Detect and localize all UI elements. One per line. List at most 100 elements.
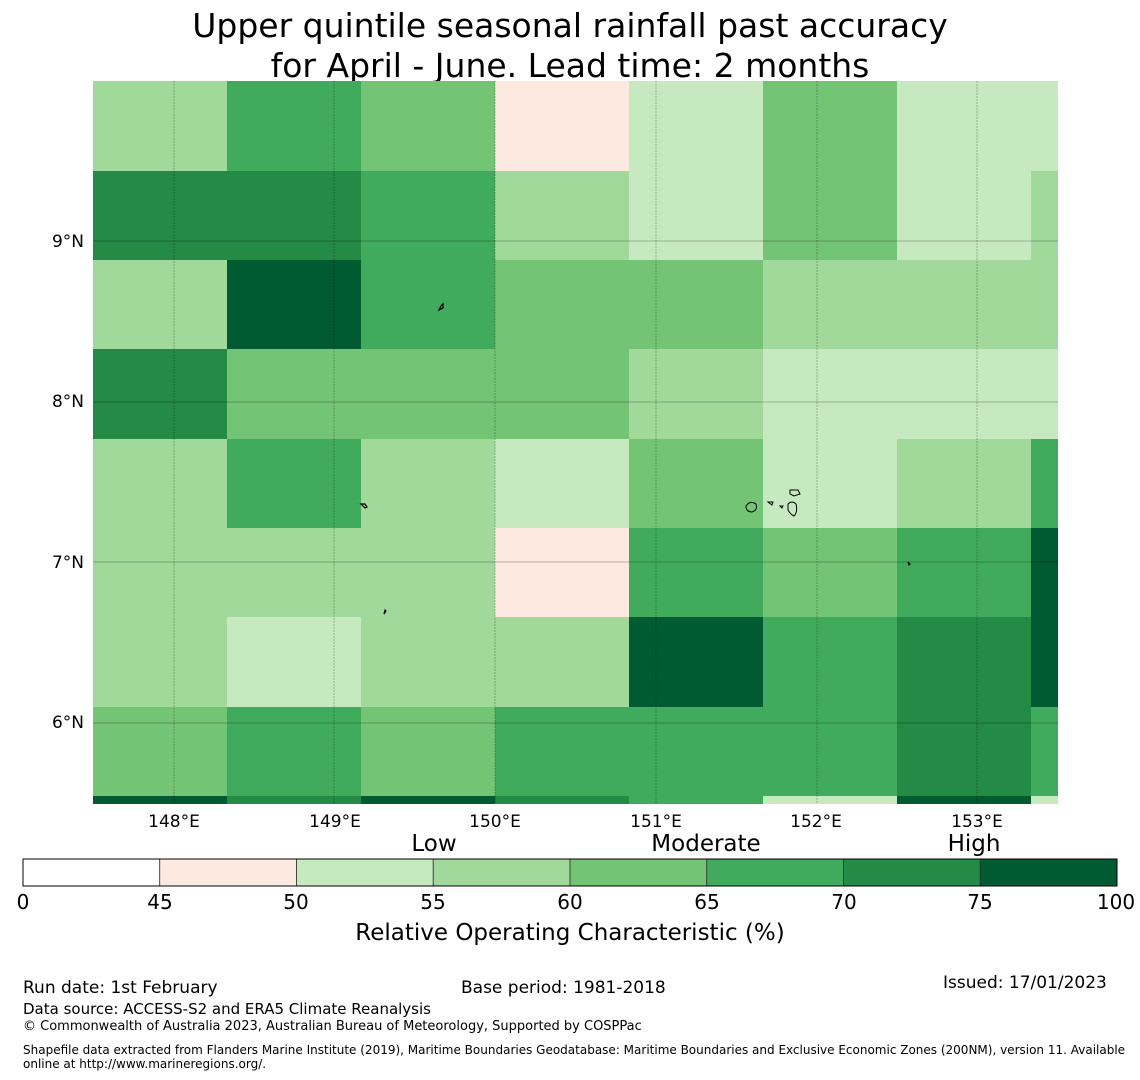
grid-cell xyxy=(1031,707,1058,796)
grid-cell xyxy=(763,617,897,707)
grid-cell xyxy=(897,349,1031,439)
grid-cell xyxy=(897,528,1031,617)
lon-label-153e: 153°E xyxy=(951,812,1003,832)
grid-cell xyxy=(1031,439,1058,528)
grid-cell xyxy=(897,260,1031,349)
colorbar-tick: 70 xyxy=(831,890,857,914)
grid-cell xyxy=(227,171,361,260)
lon-label-148e: 148°E xyxy=(148,812,200,832)
grid-cell xyxy=(763,260,897,349)
grid-cell xyxy=(629,796,763,804)
grid-cell xyxy=(227,81,361,171)
colorbar-tick: 55 xyxy=(420,890,446,914)
grid-cell xyxy=(495,796,629,804)
lat-label-8n: 8°N xyxy=(51,392,84,412)
grid-cell xyxy=(1031,260,1058,349)
grid-cell xyxy=(495,349,629,439)
map-title: Upper quintile seasonal rainfall past ac… xyxy=(0,6,1140,86)
category-moderate: Moderate xyxy=(651,831,761,857)
grid-cell xyxy=(361,707,495,796)
grid-cell xyxy=(763,81,897,171)
grid-cell xyxy=(1031,349,1058,439)
grid-cell xyxy=(361,260,495,349)
grid-cell xyxy=(361,796,495,804)
island-outlines xyxy=(359,302,911,615)
grid-cell xyxy=(93,260,227,349)
grid-cell xyxy=(361,349,495,439)
grid-cell xyxy=(897,707,1031,796)
colorbar-segment xyxy=(432,858,571,887)
grid-cell xyxy=(495,439,629,528)
grid-cell xyxy=(1031,528,1058,617)
run-date: Run date: 1st February xyxy=(23,978,218,998)
grid-cell xyxy=(361,439,495,528)
grid-cell xyxy=(897,171,1031,260)
grid-cell xyxy=(93,617,227,707)
grid-cell xyxy=(93,349,227,439)
colorbar-segment xyxy=(22,858,161,887)
grid-cell xyxy=(361,528,495,617)
grid-cell xyxy=(227,617,361,707)
colorbar-tick: 60 xyxy=(557,890,583,914)
grid-cell xyxy=(897,81,1031,171)
grid-cell xyxy=(227,528,361,617)
grid-cell xyxy=(629,171,763,260)
grid-cell xyxy=(629,260,763,349)
colorbar-segment xyxy=(843,858,981,887)
colorbar xyxy=(22,858,1118,887)
island-outline xyxy=(766,501,774,506)
colorbar-segment xyxy=(979,858,1118,887)
lon-label-151e: 151°E xyxy=(630,812,682,832)
island-outline xyxy=(907,561,911,567)
grid-cell xyxy=(1031,81,1058,171)
issued-date: Issued: 17/01/2023 xyxy=(943,973,1107,993)
grid-cell xyxy=(495,171,629,260)
grid-cell xyxy=(629,617,763,707)
grid-cell xyxy=(227,796,361,804)
graticule-lines xyxy=(93,81,1058,804)
grid-cell xyxy=(629,349,763,439)
title-line-1: Upper quintile seasonal rainfall past ac… xyxy=(192,6,948,45)
grid-cell xyxy=(361,171,495,260)
colorbar-tick: 45 xyxy=(147,890,173,914)
colorbar-tick: 0 xyxy=(16,890,30,914)
island-outline xyxy=(383,608,387,615)
grid-cell xyxy=(763,707,897,796)
category-high: High xyxy=(947,831,1001,857)
colorbar-tick: 100 xyxy=(1096,890,1136,914)
grid-cell xyxy=(763,796,897,804)
island-outline xyxy=(787,501,798,517)
grid-cell xyxy=(361,617,495,707)
colorbar-segment xyxy=(706,858,844,887)
grid-cell xyxy=(629,528,763,617)
grid-cell xyxy=(763,171,897,260)
grid-cell xyxy=(227,260,361,349)
lon-label-149e: 149°E xyxy=(309,812,361,832)
island-outline xyxy=(359,503,368,509)
island-outline xyxy=(789,489,801,497)
copyright: © Commonwealth of Australia 2023, Austra… xyxy=(23,1019,642,1034)
base-period: Base period: 1981-2018 xyxy=(461,978,666,998)
grid-cell xyxy=(1031,617,1058,707)
roc-grid-cells xyxy=(93,81,1058,804)
grid-cell xyxy=(629,81,763,171)
colorbar-segment xyxy=(569,858,708,887)
grid-cell xyxy=(495,260,629,349)
grid-cell xyxy=(495,81,629,171)
colorbar-tick: 50 xyxy=(283,890,309,914)
colorbar-tick: 65 xyxy=(694,890,720,914)
shapefile-credit-line-2: online at http://www.marineregions.org/. xyxy=(23,1057,267,1071)
lat-label-9n: 9°N xyxy=(51,232,84,252)
grid-cell xyxy=(93,81,227,171)
shapefile-credit-line-1: Shapefile data extracted from Flanders M… xyxy=(23,1043,1126,1057)
island-outline xyxy=(437,302,444,312)
lon-label-150e: 150°E xyxy=(469,812,521,832)
grid-cell xyxy=(897,617,1031,707)
colorbar-segment xyxy=(296,858,434,887)
grid-cell xyxy=(763,528,897,617)
grid-cell xyxy=(361,81,495,171)
grid-cell xyxy=(93,707,227,796)
lon-label-152e: 152°E xyxy=(790,812,842,832)
island-outline xyxy=(745,501,757,513)
